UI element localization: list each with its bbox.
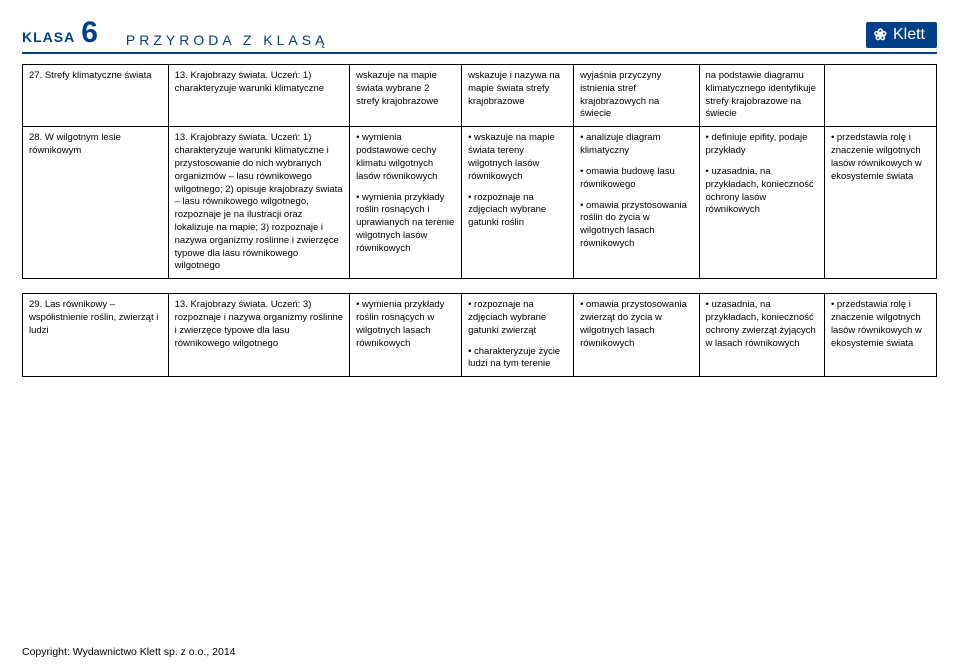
class-word: KLASA bbox=[22, 29, 75, 45]
bullet-item: • uzasadnia, na przykładach, konieczność… bbox=[706, 166, 818, 217]
class-number: 6 bbox=[81, 18, 98, 48]
cell-standard: 13. Krajobrazy świata. Uczeń: 1) charakt… bbox=[168, 127, 349, 279]
bullet-item: • omawia budowę lasu równikowego bbox=[580, 166, 692, 192]
cell-level: • przedstawia rolę i znaczenie wilgotnyc… bbox=[824, 294, 936, 377]
curriculum-table-2: 29. Las równikowy – współistnienie rośli… bbox=[22, 293, 937, 377]
bullet-item: • wymienia przykłady roślin rosnących i … bbox=[356, 192, 455, 256]
copyright-footer: Copyright: Wydawnictwo Klett sp. z o.o.,… bbox=[22, 646, 236, 658]
cell-level: • wskazuje na mapie świata tereny wilgot… bbox=[462, 127, 574, 279]
page-subtitle: PRZYRODA Z KLASĄ bbox=[126, 32, 328, 48]
cell-level: wskazuje i nazywa na mapie świata strefy… bbox=[462, 65, 574, 127]
cell-topic: 28. W wilgotnym lesie równikowym bbox=[23, 127, 169, 279]
brand-badge: ❀ Klett bbox=[866, 22, 937, 48]
cell-standard: 13. Krajobrazy świata. Uczeń: 3) rozpozn… bbox=[168, 294, 349, 377]
bullet-item: • omawia przystosowania roślin do życia … bbox=[580, 200, 692, 251]
cell-level: • wymienia przykłady roślin rosnących w … bbox=[350, 294, 462, 377]
cell-level: na podstawie diagramu klimatycznego iden… bbox=[699, 65, 824, 127]
cell-level: wskazuje na mapie świata wybrane 2 stref… bbox=[350, 65, 462, 127]
page-header: KLASA 6 PRZYRODA Z KLASĄ ❀ Klett bbox=[22, 18, 937, 54]
brand-name: Klett bbox=[893, 26, 925, 44]
cell-level: • analizuje diagram klimatyczny • omawia… bbox=[574, 127, 699, 279]
table-row: 29. Las równikowy – współistnienie rośli… bbox=[23, 294, 937, 377]
brand-logo-icon: ❀ bbox=[874, 25, 887, 45]
bullet-item: • definiuje epifity, podaje przykłady bbox=[706, 132, 818, 158]
bullet-item: • charakteryzuje życie ludzi na tym tere… bbox=[468, 346, 567, 372]
cell-level: • omawia przystosowania zwierząt do życi… bbox=[574, 294, 699, 377]
cell-standard: 13. Krajobrazy świata. Uczeń: 1) charakt… bbox=[168, 65, 349, 127]
cell-topic: 27. Strefy klimatyczne świata bbox=[23, 65, 169, 127]
cell-level: • definiuje epifity, podaje przykłady • … bbox=[699, 127, 824, 279]
cell-level: • przedstawia rolę i znaczenie wilgotnyc… bbox=[824, 127, 936, 279]
cell-level: wyjaśnia przyczyny istnienia stref krajo… bbox=[574, 65, 699, 127]
table-row: 28. W wilgotnym lesie równikowym 13. Kra… bbox=[23, 127, 937, 279]
class-badge: KLASA 6 bbox=[22, 18, 98, 48]
curriculum-table-1: 27. Strefy klimatyczne świata 13. Krajob… bbox=[22, 64, 937, 279]
bullet-item: • analizuje diagram klimatyczny bbox=[580, 132, 692, 158]
cell-level: • uzasadnia, na przykładach, konieczność… bbox=[699, 294, 824, 377]
cell-level: • rozpoznaje na zdjęciach wybrane gatunk… bbox=[462, 294, 574, 377]
bullet-item: • wymienia podstawowe cechy klimatu wilg… bbox=[356, 132, 455, 183]
table-row: 27. Strefy klimatyczne świata 13. Krajob… bbox=[23, 65, 937, 127]
bullet-item: • rozpoznaje na zdjęciach wybrane gatunk… bbox=[468, 299, 567, 337]
cell-level bbox=[824, 65, 936, 127]
bullet-item: • rozpoznaje na zdjęciach wybrane gatunk… bbox=[468, 192, 567, 230]
cell-level: • wymienia podstawowe cechy klimatu wilg… bbox=[350, 127, 462, 279]
cell-topic: 29. Las równikowy – współistnienie rośli… bbox=[23, 294, 169, 377]
bullet-item: • wskazuje na mapie świata tereny wilgot… bbox=[468, 132, 567, 183]
